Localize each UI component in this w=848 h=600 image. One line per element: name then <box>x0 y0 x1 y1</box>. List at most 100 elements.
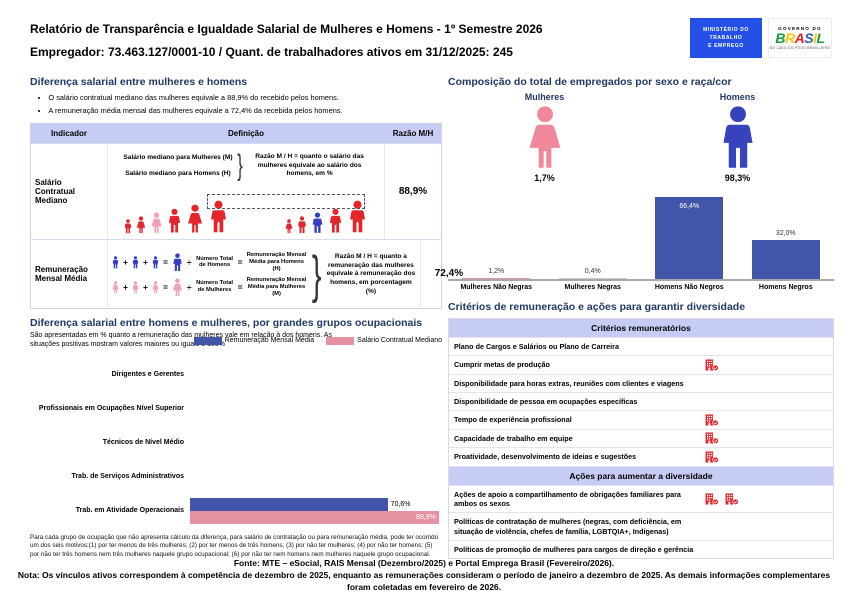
woman-icon <box>522 105 568 171</box>
ratio-value-median: 88,9% <box>398 185 428 197</box>
occ-bar-zone: 70,6% 88,9% <box>190 497 442 524</box>
criteria-header-diversidade: Ações para aumentar a diversidade <box>449 465 833 485</box>
brace-glyph: } <box>311 245 322 304</box>
definition-cell: Salário mediano para Mulheres (M) Salári… <box>107 143 385 239</box>
table-row-median-salary: Salário Contratual Mediano Salário media… <box>31 142 441 239</box>
gov-brasil-logo: GOVERNO DO BRASIL DO LADO DO POVO BRASIL… <box>768 18 832 58</box>
occ-category-label: Trab. em Atividade Operacionais <box>75 506 184 514</box>
wage-gap-bullets: O salário contratual mediano das mulhere… <box>38 92 442 118</box>
brasil-letter: S <box>804 30 814 47</box>
company-icon <box>705 493 719 505</box>
women-label: Mulheres <box>524 92 565 102</box>
occ-bar <box>190 497 388 511</box>
person-icon <box>135 216 147 234</box>
criteria-icons-cell <box>699 338 833 355</box>
comp-bar <box>655 197 724 279</box>
comp-category-label: Mulheres Não Negras <box>460 284 533 291</box>
company-icon <box>705 414 719 426</box>
mte-logo-line: MINISTÉRIO DO <box>703 27 749 33</box>
criteria-label: Capacidade de trabalho em equipe <box>454 433 573 443</box>
report-subtitle: Empregador: 73.463.127/0001-10 / Quant. … <box>30 45 513 59</box>
bullet-median-salary: O salário contratual mediano das mulhere… <box>38 92 442 105</box>
criteria-label: Disponibilidade para horas extras, reuni… <box>454 378 684 388</box>
wage-gap-table: Indicador Definição Razão M/H Salário Co… <box>30 122 463 309</box>
header-titles: Relatório de Transparência e Igualdade S… <box>30 18 543 64</box>
criteria-icons-cell <box>699 430 833 447</box>
legend-label: Salário Contratual Mediano <box>357 337 442 345</box>
occ-chart-row: Profissionais em Ocupações Nível Superio… <box>30 392 442 426</box>
report-title: Relatório de Transparência e Igualdade S… <box>30 22 543 36</box>
footer-fonte: Fonte: MTE – eSocial, RAIS Mensal (Dezem… <box>233 558 615 569</box>
divide-sign: ÷ <box>186 257 192 268</box>
right-column: Composição do total de empregados por se… <box>448 76 834 560</box>
legend-swatch-blue <box>193 336 222 345</box>
person-icon <box>151 281 160 294</box>
men-percentage: 98,3% <box>724 173 751 183</box>
occ-category-label: Técnicos de Nível Médio <box>102 438 184 446</box>
criteria-icons-cell <box>699 448 833 465</box>
comp-bar-value: 0,4% <box>584 267 601 275</box>
criteria-icons-cell <box>699 513 833 540</box>
occ-bar: 88,9% <box>190 510 439 524</box>
comp-bar-value: 66,4% <box>679 203 700 211</box>
criteria-row: Políticas de promoção de mulheres para c… <box>449 539 833 559</box>
def-median-women: Salário mediano para Mulheres (M) <box>123 154 233 162</box>
composition-figures: Mulheres 1,7% Homens 98,3% <box>448 92 834 183</box>
comp-category-label: Homens Não Negros <box>654 284 724 291</box>
person-icon <box>185 204 205 234</box>
criteria-label: Tempo de experiência profissional <box>454 415 572 425</box>
occ-category-label: Profissionais em Ocupações Nível Superio… <box>38 404 184 412</box>
criteria-icons-cell <box>699 375 833 392</box>
women-figure-block: Mulheres 1,7% <box>480 92 610 183</box>
report-header: Relatório de Transparência e Igualdade S… <box>30 18 832 64</box>
comp-bar-column: 0,4% <box>545 193 642 279</box>
definition-cell: + + = ÷ Número Total de Homens = Remuner… <box>107 239 421 308</box>
col-header-razao: Razão M/H <box>392 128 434 138</box>
men-label: Homens <box>719 92 756 102</box>
legend-item-salario: Salário Contratual Mediano <box>326 336 442 345</box>
comp-bar <box>751 239 820 279</box>
divide-sign: ÷ <box>186 282 192 293</box>
person-icon <box>131 256 140 269</box>
legend-item-remuneracao: Remuneração Mensal Média <box>193 336 314 345</box>
criteria-rows-remuneratorios: Plano de Cargos e Salários ou Plano de C… <box>449 337 833 466</box>
legend-swatch-pink <box>326 336 355 345</box>
person-icon <box>123 219 133 234</box>
criteria-row: Cumprir metas de produção <box>449 355 833 374</box>
left-column: Diferença salarial entre mulheres e home… <box>30 76 463 559</box>
occupational-title: Diferença salarial entre homens e mulher… <box>30 316 423 329</box>
comp-bar <box>558 277 627 279</box>
occ-chart-row: Técnicos de Nível Médio <box>30 426 442 460</box>
composition-chart: 1,2% 0,4% 66,4% 32,0% <box>448 193 834 281</box>
median-dashed-connector <box>207 193 365 209</box>
company-icon <box>705 451 719 463</box>
criteria-icons-cell <box>699 486 833 513</box>
comp-bar-column: 66,4% <box>641 193 738 279</box>
person-icon <box>171 278 184 297</box>
criteria-table: Critérios remuneratórios Plano de Cargos… <box>448 318 834 560</box>
occ-category-label: Dirigentes e Gerentes <box>111 370 184 378</box>
women-percentage: 1,7% <box>534 173 555 183</box>
person-icon <box>111 256 120 269</box>
company-icon <box>705 432 719 444</box>
occupational-footnote: Para cada grupo de ocupação que não apre… <box>30 533 439 558</box>
brasil-letter: B <box>775 30 786 47</box>
composition-title: Composição do total de empregados por se… <box>448 76 732 88</box>
person-icon <box>131 281 140 294</box>
person-icon <box>166 208 183 234</box>
ratio-note: Razão M / H = quanto o salário das mulhe… <box>255 153 364 178</box>
criteria-row: Políticas de contratação de mulheres (ne… <box>449 512 833 540</box>
women-result: Remuneração Mensal Média para Mulheres (… <box>246 276 307 297</box>
criteria-row: Plano de Cargos e Salários ou Plano de C… <box>449 337 833 356</box>
criteria-row: Ações de apoio a compartilhamento de obr… <box>449 484 833 513</box>
person-icon <box>284 219 294 234</box>
occ-chart-row: Trab. de Serviços Administrativos <box>30 460 442 494</box>
criteria-label: Disponibilidade de pessoa em ocupações e… <box>454 397 638 407</box>
mte-logo: MINISTÉRIO DO TRABALHO E EMPREGO <box>690 18 762 58</box>
criteria-row: Disponibilidade de pessoa em ocupações e… <box>449 392 833 411</box>
criteria-row: Tempo de experiência profissional <box>449 410 833 429</box>
median-diagram <box>111 188 381 236</box>
gov-logo-tagline: DO LADO DO POVO BRASILEIRO <box>769 45 831 50</box>
comp-bar <box>462 277 531 279</box>
